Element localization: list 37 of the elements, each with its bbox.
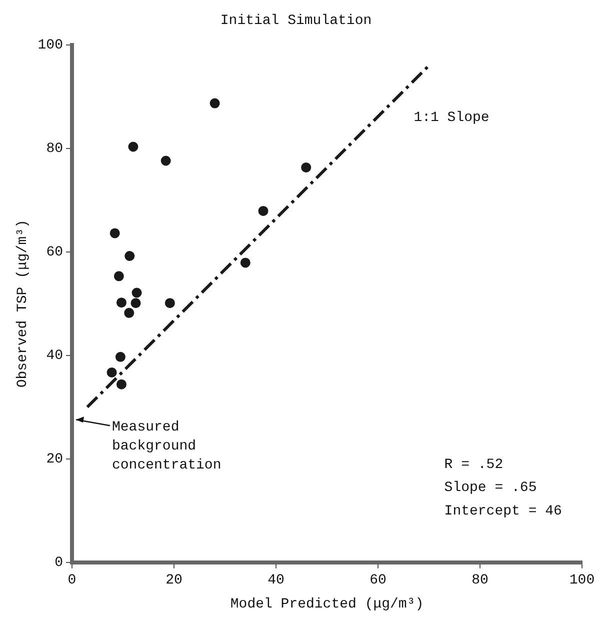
point [115, 352, 126, 362]
y-tick-label: 80 [46, 141, 64, 158]
point [110, 228, 120, 238]
point [132, 288, 142, 298]
point [164, 298, 175, 308]
annotation: 1:1 Slope [414, 110, 490, 126]
annotation: R = .52 [444, 456, 504, 473]
point [128, 142, 138, 152]
point [116, 379, 126, 390]
y-tick-label: 40 [46, 348, 64, 364]
y-tick-label: 60 [46, 244, 64, 261]
point [301, 162, 312, 172]
x-tick-label: 60 [370, 572, 386, 589]
chart-title: Initial Simulation [220, 13, 372, 30]
point [210, 98, 220, 108]
x-tick-label: 80 [472, 572, 488, 589]
annotation: Intercept = 46 [444, 503, 562, 520]
annotation: Measured background concentration [112, 419, 222, 474]
point [130, 298, 141, 308]
point [124, 308, 134, 318]
x-tick-label: 40 [268, 572, 284, 589]
point [240, 258, 250, 268]
point [160, 156, 171, 166]
x-tick-label: 20 [166, 572, 182, 589]
x-tick-label: 100 [569, 572, 595, 589]
y-tick-label: 0 [54, 555, 64, 572]
y-tick-label: 100 [38, 38, 64, 54]
y-axis-title: Observed TSP (μg/m³) [15, 220, 32, 388]
point [106, 367, 117, 378]
x-tick-label: 0 [68, 572, 76, 589]
y-tick-label: 20 [46, 452, 64, 468]
point [124, 250, 135, 261]
point [116, 298, 126, 308]
point [114, 271, 124, 282]
point [258, 206, 268, 216]
annotation: Slope = .65 [444, 480, 537, 496]
x-axis-title: Model Predicted (μg/m³) [230, 596, 424, 612]
